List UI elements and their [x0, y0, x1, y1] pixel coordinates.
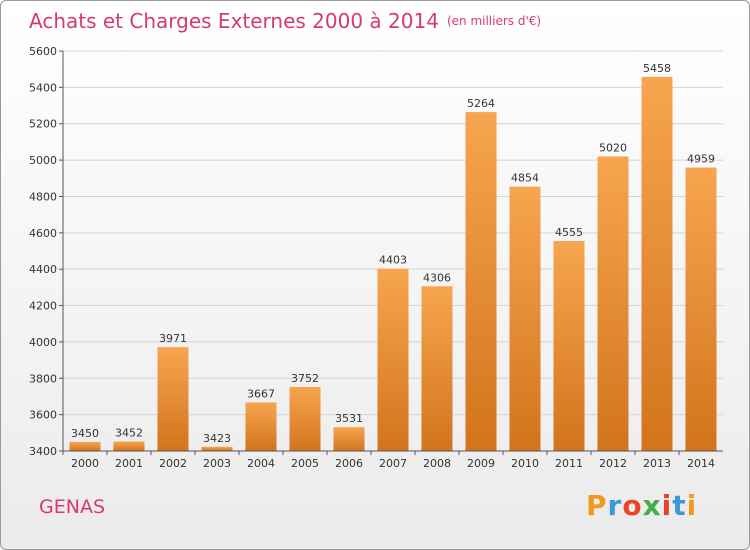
y-tick-label: 5400 — [29, 81, 57, 94]
value-label-2000: 3450 — [71, 427, 99, 440]
x-tick-label-2013: 2013 — [643, 457, 671, 470]
y-tick-label: 5200 — [29, 118, 57, 131]
chart-title: Achats et Charges Externes 2000 à 2014 (e… — [29, 9, 541, 33]
title-unit: (en milliers d'€) — [446, 14, 542, 28]
proxiti-logo[interactable]: Proxiti — [586, 489, 697, 522]
bar-2008 — [421, 286, 453, 451]
x-tick-label-2012: 2012 — [599, 457, 627, 470]
y-tick-label: 3800 — [29, 372, 57, 385]
logo-letter: P — [586, 489, 608, 522]
bar-2000 — [69, 441, 101, 451]
y-tick-label: 4000 — [29, 336, 57, 349]
x-tick-label-2010: 2010 — [511, 457, 539, 470]
value-label-2009: 5264 — [467, 97, 495, 110]
bar-2011 — [553, 241, 585, 451]
y-tick-label: 3600 — [29, 409, 57, 422]
bar-2005 — [289, 387, 321, 451]
bar-2010 — [509, 186, 541, 452]
bar-2006 — [333, 427, 365, 451]
bar-2007 — [377, 268, 409, 451]
bar-2003 — [201, 446, 233, 451]
y-tick-label: 5600 — [29, 45, 57, 58]
x-tick-label-2008: 2008 — [423, 457, 451, 470]
value-label-2011: 4555 — [555, 226, 583, 239]
logo-letter: i — [686, 489, 698, 522]
y-tick-label: 5000 — [29, 154, 57, 167]
value-label-2014: 4959 — [687, 153, 715, 166]
value-label-2007: 4403 — [379, 254, 407, 267]
value-label-2012: 5020 — [599, 141, 627, 154]
logo-letter: o — [622, 489, 643, 522]
value-label-2006: 3531 — [335, 412, 363, 425]
value-label-2001: 3452 — [115, 427, 143, 440]
bar-2009 — [465, 112, 497, 451]
y-tick-label: 3400 — [29, 445, 57, 458]
logo-letter: x — [642, 489, 662, 522]
x-tick-label-2000: 2000 — [71, 457, 99, 470]
title-text: Achats et Charges Externes 2000 à 2014 — [29, 9, 439, 33]
bar-2002 — [157, 347, 189, 451]
bar-2001 — [113, 441, 145, 451]
bar-2013 — [641, 76, 673, 452]
x-tick-label-2014: 2014 — [687, 457, 715, 470]
value-label-2003: 3423 — [203, 432, 231, 445]
x-tick-label-2005: 2005 — [291, 457, 319, 470]
y-tick-label: 4200 — [29, 300, 57, 313]
logo-letter: i — [661, 489, 673, 522]
y-axis: 3400 3600 3800 4000 4200 4400 4600 4800 5000 5200… — [29, 45, 64, 458]
city-label: GENAS — [39, 496, 105, 518]
bars: 3450 3452 3971 3423 3667 3752 3531 4403 4306 5264… — [69, 62, 717, 452]
x-tick-label-2002: 2002 — [159, 457, 187, 470]
y-tick-label: 4800 — [29, 190, 57, 203]
value-label-2002: 3971 — [159, 332, 187, 345]
x-tick-label-2001: 2001 — [115, 457, 143, 470]
x-axis: 2000 2001 2002 2003 2004 2005 2006 2007 2008 2009… — [62, 450, 723, 470]
value-label-2008: 4306 — [423, 271, 451, 284]
y-tick-label: 4600 — [29, 227, 57, 240]
value-label-2004: 3667 — [247, 387, 275, 400]
logo-letter: t — [672, 489, 687, 522]
x-tick-label-2007: 2007 — [379, 457, 407, 470]
y-tick-label: 4400 — [29, 263, 57, 276]
x-tick-label-2009: 2009 — [467, 457, 495, 470]
x-tick-label-2011: 2011 — [555, 457, 583, 470]
x-tick-label-2006: 2006 — [335, 457, 363, 470]
bar-2004 — [245, 402, 277, 451]
bar-2014 — [685, 167, 717, 451]
value-label-2005: 3752 — [291, 372, 319, 385]
x-tick-label-2004: 2004 — [247, 457, 275, 470]
logo-letter: r — [607, 489, 623, 522]
x-tick-label-2003: 2003 — [203, 457, 231, 470]
value-label-2010: 4854 — [511, 172, 539, 185]
value-label-2013: 5458 — [643, 62, 671, 75]
bar-2012 — [597, 156, 629, 452]
